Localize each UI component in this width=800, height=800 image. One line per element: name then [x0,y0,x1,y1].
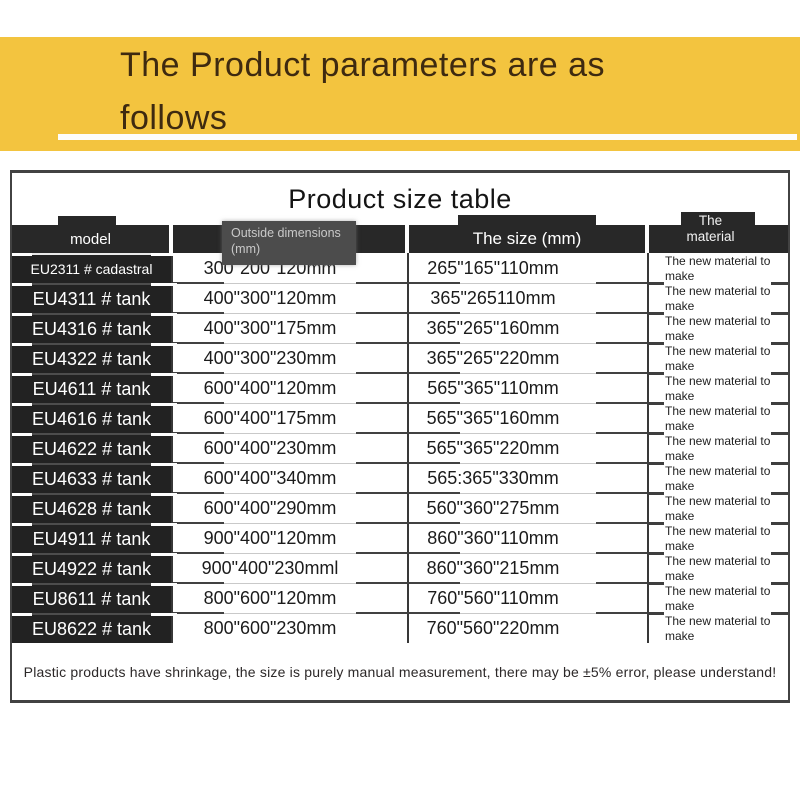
header-tab [458,215,596,225]
model-cell: EU4911 # tank [12,523,177,553]
header-size-label: The size (mm) [472,229,582,248]
header-tab [58,216,116,225]
model-cell: EU4322 # tank [12,343,177,373]
size-cell: 265"165"110mm [409,253,649,283]
material-cell: The new material to make [647,402,788,433]
header-material: The material [649,212,788,253]
size-cell: 560"360"275mm [408,492,649,523]
size-cell: 565:365"330mm [408,462,649,493]
size-cell: 860"360"215mm [408,552,649,583]
model-cell: EU4311 # tank [12,283,177,313]
outside-dimensions-cell: 800"600"120mm [172,582,409,613]
model-cell: EU4922 # tank [12,553,177,583]
banner-underline [58,134,797,140]
size-cell: 365"265"160mm [408,312,649,343]
outside-dimensions-cell: 400"300"230mm [172,342,409,373]
outside-dimensions-cell: 600"400"120mm [172,372,409,403]
material-cell: The new material to make [647,282,788,313]
size-cell: 565"365"110mm [408,372,649,403]
outside-dimensions-cell: 600"400"175mm [172,402,409,433]
model-cell: EU8611 # tank [12,583,177,613]
header-outside-dimensions: Outside dimensions (mm) [173,221,409,265]
header-material-line1: The [698,213,723,228]
banner-title-line1: The Product parameters are as [120,46,606,84]
material-cell: The new material to make [647,462,788,493]
outside-dimensions-cell: 400"300"175mm [172,312,409,343]
header-tab [681,212,755,225]
model-cell: EU2311 # cadastral [12,253,177,283]
material-cell: The new material to make [647,522,788,553]
material-cell: The new material to make [647,372,788,403]
model-cell: EU4628 # tank [12,493,177,523]
table-grid: model Outside dimensions (mm) The size (… [12,212,788,643]
size-cell: 760"560"110mm [408,582,649,613]
header-material-line2: material [686,229,735,244]
banner-title: The Product parameters are as follows [120,39,605,145]
model-cell: EU4616 # tank [12,403,177,433]
material-cell: The new material to make [647,432,788,463]
size-cell: 760"560"220mm [408,612,649,643]
size-cell: 365"265110mm [408,282,649,313]
outside-dimensions-cell: 400"300"120mm [172,282,409,313]
model-cell: EU4611 # tank [12,373,177,403]
header-outside-patch: Outside dimensions (mm) [222,221,356,265]
product-size-table: Product size table model Outside dimensi… [10,170,790,703]
header-model-label: model [70,230,111,248]
banner-title-line2: follows [120,99,228,137]
model-cell: EU4622 # tank [12,433,177,463]
header-size: The size (mm) [409,215,649,253]
outside-dimensions-cell: 600"400"290mm [172,492,409,523]
material-cell: The new material to make [647,612,788,643]
note-row: Plastic products have shrinkage, the siz… [12,643,788,701]
material-cell: The new material to make [647,492,788,523]
model-cell: EU8622 # tank [12,613,177,643]
material-cell: The new material to make [649,253,788,283]
material-cell: The new material to make [647,552,788,583]
outside-dimensions-cell: 900"400"230mml [172,552,409,583]
material-cell: The new material to make [647,312,788,343]
size-cell: 565"365"220mm [408,432,649,463]
table-title: Product size table [288,183,512,214]
material-cell: The new material to make [647,342,788,373]
banner: The Product parameters are as follows [0,37,800,151]
outside-dimensions-cell: 600"400"340mm [172,462,409,493]
outside-dimensions-cell: 800"600"230mm [172,612,409,643]
model-cell: EU4633 # tank [12,463,177,493]
outside-dimensions-cell: 900"400"120mm [172,522,409,553]
outside-dimensions-cell: 600"400"230mm [172,432,409,463]
header-outside-line2: (mm) [231,242,261,256]
size-cell: 365"265"220mm [408,342,649,373]
header-material-label: The material [641,213,780,245]
model-cell: EU4316 # tank [12,313,177,343]
size-cell: 860"360"110mm [408,522,649,553]
header-model: model [12,216,173,253]
material-cell: The new material to make [647,582,788,613]
shrinkage-note: Plastic products have shrinkage, the siz… [23,664,777,680]
size-cell: 565"365"160mm [408,402,649,433]
header-outside-line1: Outside dimensions [231,226,341,240]
